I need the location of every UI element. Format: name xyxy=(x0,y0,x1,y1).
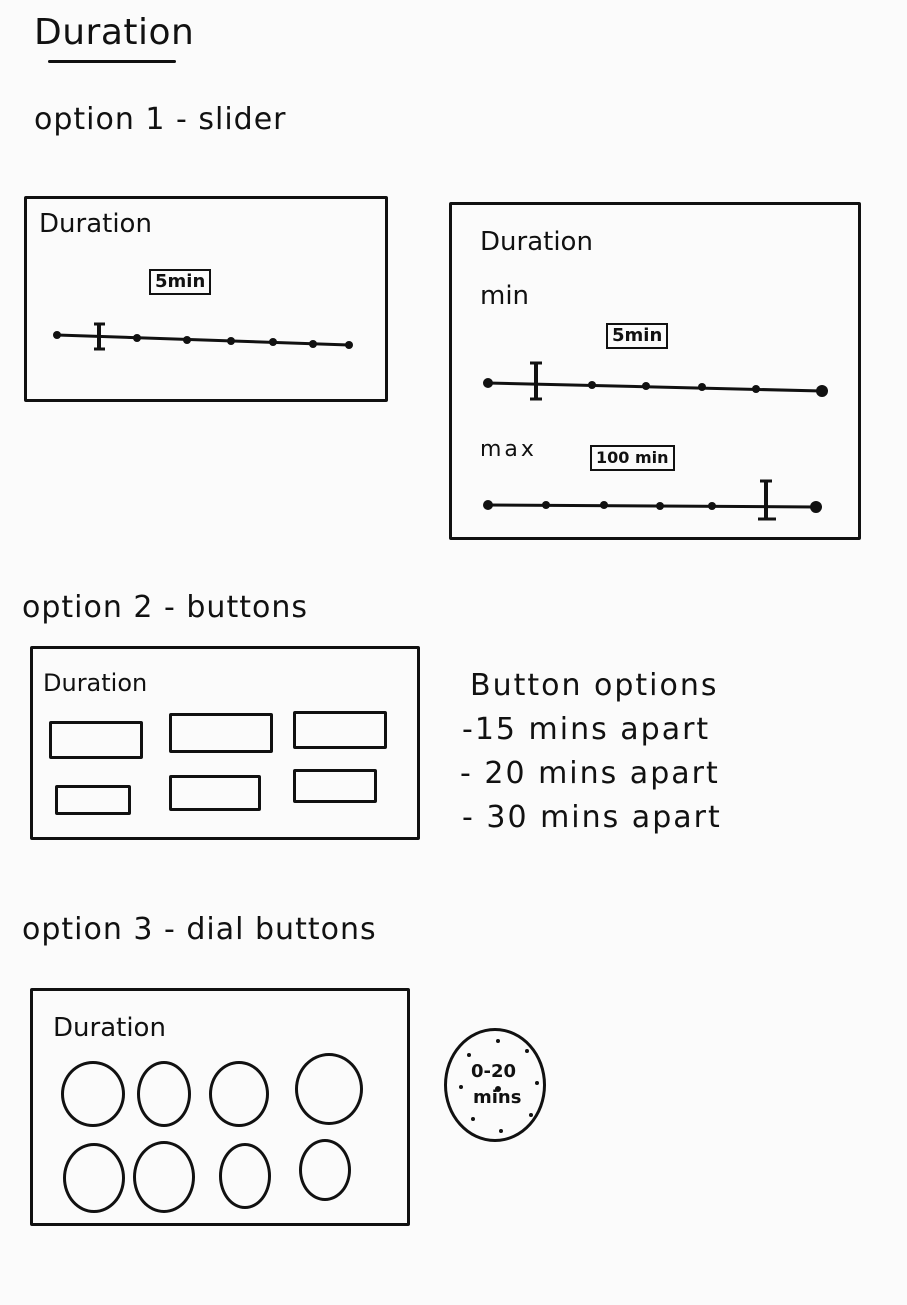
option1-heading: option 1 - slider xyxy=(34,102,287,137)
single-slider-title: Duration xyxy=(39,209,152,239)
duration-option-button[interactable] xyxy=(55,785,131,815)
buttons-panel: Duration xyxy=(30,646,420,840)
duration-option-button[interactable] xyxy=(293,711,387,749)
range-min-tag: 5min xyxy=(606,323,669,349)
button-option-note: - 30 mins apart xyxy=(462,800,722,835)
single-slider-panel: Duration 5min xyxy=(24,196,388,402)
range-max-tag: 100 min xyxy=(590,445,675,471)
buttons-panel-title: Duration xyxy=(43,669,148,697)
dial-detail-range-text: 0-20 xyxy=(471,1061,517,1082)
button-option-note: -15 mins apart xyxy=(462,712,711,747)
button-option-note: - 20 mins apart xyxy=(460,756,720,791)
option3-heading: option 3 - dial buttons xyxy=(22,912,377,947)
option2-heading: option 2 - buttons xyxy=(22,590,308,625)
duration-option-button[interactable] xyxy=(49,721,143,759)
range-min-track[interactable] xyxy=(483,361,828,415)
dial-button[interactable] xyxy=(63,1143,125,1213)
title-underline xyxy=(48,60,176,63)
dial-button[interactable] xyxy=(219,1143,271,1209)
duration-option-button[interactable] xyxy=(293,769,377,803)
range-min-handle[interactable] xyxy=(530,361,542,401)
dial-button[interactable] xyxy=(137,1061,191,1127)
single-slider-value-tag: 5min xyxy=(149,269,212,295)
duration-option-button[interactable] xyxy=(169,775,261,811)
page-title: Duration xyxy=(34,12,195,53)
range-max-handle[interactable] xyxy=(758,479,776,521)
range-min-label: min xyxy=(480,281,530,311)
dial-button[interactable] xyxy=(299,1139,351,1201)
dial-button[interactable] xyxy=(209,1061,269,1127)
dial-button[interactable] xyxy=(133,1141,195,1213)
dial-buttons-panel: Duration xyxy=(30,988,410,1226)
dial-button[interactable] xyxy=(61,1061,125,1127)
dial-panel-title: Duration xyxy=(53,1013,166,1043)
dial-detail-unit-text: mins xyxy=(473,1087,522,1108)
single-slider-track[interactable] xyxy=(53,322,353,367)
button-options-title: Button options xyxy=(470,668,719,703)
dial-detail[interactable]: 0-20 mins xyxy=(444,1028,546,1142)
duration-option-button[interactable] xyxy=(169,713,273,753)
range-max-track[interactable] xyxy=(483,479,826,535)
range-max-label: max xyxy=(480,437,537,462)
single-slider-handle[interactable] xyxy=(94,322,105,351)
dial-button[interactable] xyxy=(295,1053,363,1125)
range-slider-title: Duration xyxy=(480,227,593,257)
range-slider-panel: Duration min 5min max 100 min xyxy=(449,202,861,540)
dial-tick-marks xyxy=(459,1039,539,1133)
